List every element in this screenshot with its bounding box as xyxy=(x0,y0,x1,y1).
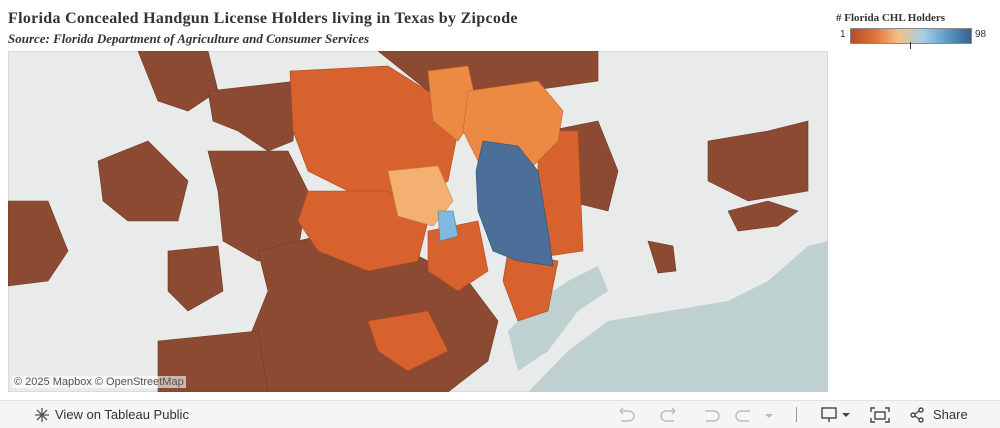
legend-max: 98 xyxy=(975,29,987,40)
map-attribution[interactable]: © 2025 Mapbox © OpenStreetMap xyxy=(12,376,186,388)
water xyxy=(508,266,608,371)
title: Florida Concealed Handgun License Holder… xyxy=(8,10,518,27)
legend-gradient xyxy=(850,28,972,44)
tableau-icon xyxy=(35,408,49,422)
zip-regions xyxy=(289,65,584,372)
legend-min: 1 xyxy=(840,29,846,40)
legend-title: # Florida CHL Holders xyxy=(836,12,946,24)
separator xyxy=(796,407,797,422)
view-on-tableau[interactable]: View on Tableau Public xyxy=(55,407,189,422)
tool-icons[interactable] xyxy=(820,406,930,424)
history-controls xyxy=(619,407,773,422)
water xyxy=(528,241,828,392)
zip-region xyxy=(437,210,459,242)
toolbar: View on Tableau Public Share xyxy=(0,400,1000,428)
zip-region xyxy=(475,140,554,267)
map[interactable] xyxy=(8,51,828,392)
legend-tick xyxy=(910,42,911,49)
share[interactable]: Share xyxy=(933,407,968,422)
subtitle: Source: Florida Department of Agricultur… xyxy=(8,31,370,46)
